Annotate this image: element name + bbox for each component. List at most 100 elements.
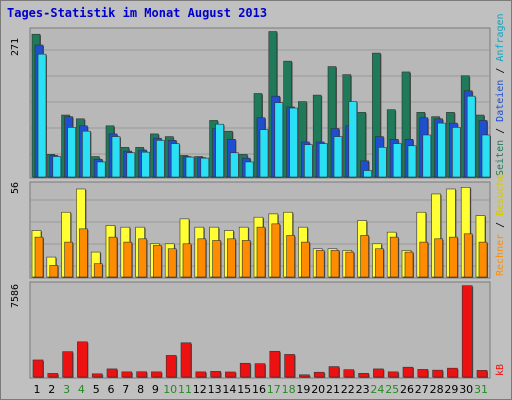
bar-anfragen-day-30	[466, 95, 476, 178]
bar-rechner-day-5	[93, 263, 103, 278]
legend-rechner: Rechner	[495, 234, 506, 276]
x-tick-day-5: 5	[93, 383, 100, 396]
legend-seiten: Seiten	[495, 140, 506, 176]
bar-rechner-day-4	[79, 228, 88, 278]
x-tick-day-24: 24	[370, 383, 384, 396]
x-tick-day-31: 31	[474, 383, 488, 396]
x-tick-day-28: 28	[430, 383, 444, 396]
legend-panel1: Seiten / Dateien / Anfragen	[495, 13, 506, 176]
bar-rechner-day-26	[404, 251, 414, 278]
bar-anfragen-day-25	[392, 143, 402, 178]
bar-anfragen-day-18	[289, 107, 298, 178]
x-tick-day-16: 16	[252, 383, 266, 396]
bar-rechner-day-16	[256, 226, 266, 278]
bars-group	[31, 31, 491, 378]
bar-anfragen-day-20	[318, 143, 328, 178]
bar-rechner-day-2	[49, 265, 59, 278]
panel-kb-bg	[29, 281, 491, 379]
bar-anfragen-day-11	[185, 156, 195, 178]
bar-rechner-day-28	[434, 238, 443, 278]
bar-anfragen-day-17	[274, 102, 284, 178]
bar-anfragen-day-12	[200, 157, 210, 178]
x-tick-day-11: 11	[178, 383, 192, 396]
x-tick-day-21: 21	[326, 383, 340, 396]
x-tick-day-23: 23	[356, 383, 370, 396]
bar-rechner-day-25	[389, 236, 399, 278]
bar-rechner-day-12	[197, 238, 207, 278]
bar-kb-day-3	[62, 351, 73, 378]
bar-kb-day-20	[313, 371, 325, 378]
bar-anfragen-day-31	[481, 134, 491, 178]
bar-kb-day-23	[358, 373, 369, 378]
bar-kb-day-9	[151, 371, 162, 378]
x-tick-day-6: 6	[108, 383, 115, 396]
bar-kb-day-12	[195, 371, 207, 378]
bar-anfragen-day-21	[333, 136, 343, 178]
bar-anfragen-day-27	[422, 134, 432, 178]
bar-rechner-day-13	[212, 240, 221, 278]
x-tick-day-3: 3	[63, 383, 70, 396]
x-tick-day-17: 17	[267, 383, 281, 396]
bar-kb-day-21	[328, 366, 340, 378]
bar-anfragen-day-4	[82, 130, 91, 178]
x-tick-day-29: 29	[444, 383, 458, 396]
bar-anfragen-day-26	[407, 145, 417, 178]
bar-anfragen-day-8	[141, 151, 150, 178]
bar-kb-day-6	[106, 368, 118, 378]
bar-anfragen-day-5	[96, 161, 106, 178]
bar-rechner-day-30	[463, 233, 473, 278]
bar-rechner-day-15	[241, 240, 251, 278]
bar-anfragen-day-2	[52, 156, 62, 178]
bar-rechner-day-11	[182, 243, 192, 278]
bar-anfragen-day-19	[304, 144, 313, 178]
bar-anfragen-day-9	[156, 140, 165, 178]
x-tick-day-2: 2	[48, 383, 55, 396]
chart-title: Tages-Statistik im Monat August 2013	[7, 6, 268, 20]
bar-rechner-day-17	[271, 223, 281, 278]
bar-anfragen-day-22	[348, 101, 358, 178]
legend-sep-2: /	[495, 62, 506, 80]
bar-rechner-day-8	[138, 238, 147, 278]
x-tick-day-9: 9	[152, 383, 159, 396]
x-tick-day-25: 25	[385, 383, 399, 396]
panel2-max-label: 56	[10, 182, 21, 194]
legend-anfragen: Anfragen	[495, 13, 506, 61]
x-tick-day-26: 26	[400, 383, 414, 396]
bar-anfragen-day-1	[37, 53, 47, 178]
bar-kb-day-22	[343, 369, 355, 378]
bar-kb-day-25	[387, 371, 399, 378]
bar-kb-day-14	[225, 371, 236, 378]
x-tick-day-13: 13	[208, 383, 222, 396]
bar-kb-day-10	[165, 355, 177, 378]
bar-kb-day-4	[77, 341, 88, 378]
bar-kb-day-30	[461, 285, 473, 378]
x-tick-day-10: 10	[163, 383, 177, 396]
x-tick-day-8: 8	[137, 383, 144, 396]
bar-rechner-day-29	[449, 236, 458, 278]
bar-kb-day-24	[373, 368, 384, 378]
bar-kb-day-13	[210, 371, 221, 378]
bar-kb-day-17	[269, 350, 281, 378]
bar-rechner-day-20	[315, 250, 325, 278]
bar-kb-day-8	[136, 371, 147, 378]
bar-kb-day-18	[284, 354, 295, 378]
panel1-max-label: 271	[10, 38, 21, 56]
bar-anfragen-day-28	[437, 122, 446, 178]
panel3-max-label: 7586	[10, 284, 21, 308]
bar-rechner-day-10	[167, 248, 177, 278]
x-tick-day-14: 14	[222, 383, 236, 396]
bar-rechner-day-1	[34, 236, 44, 278]
bar-kb-day-29	[447, 367, 458, 378]
bar-rechner-day-21	[330, 250, 340, 278]
legend-sep-1: /	[495, 122, 506, 140]
bar-rechner-day-19	[301, 241, 310, 278]
bar-rechner-day-23	[360, 235, 369, 278]
legend-kb: kB	[495, 364, 506, 376]
bar-anfragen-day-7	[126, 152, 136, 178]
legend-panel3: kB	[495, 364, 506, 376]
bar-kb-day-16	[254, 363, 266, 378]
x-tick-labels: 1 2 3 4 5 6 7 8 9 10 11 12 13 14 15 16 17 18 19 20 21 22 23 24 2…	[34, 383, 489, 396]
bar-kb-day-31	[476, 370, 488, 378]
bar-anfragen-day-10	[170, 143, 180, 178]
